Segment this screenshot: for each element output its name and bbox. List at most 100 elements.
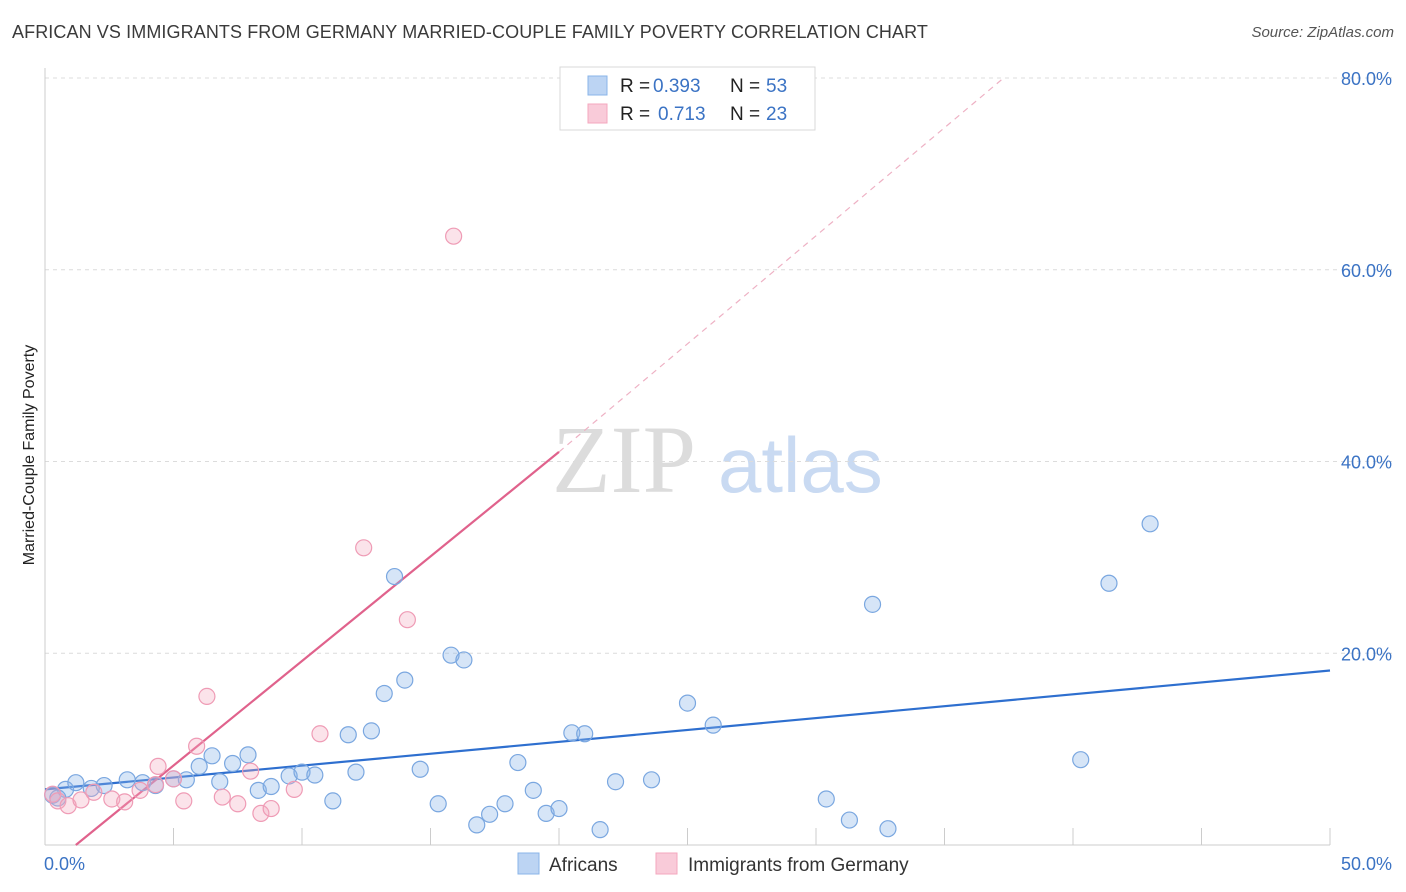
legend-r-label-africans: R =: [620, 76, 650, 97]
x-tick-label-1: 50.0%: [1341, 854, 1392, 874]
trend-line-africans: [44, 669, 1331, 791]
point-africans-38: [563, 724, 581, 742]
point-africans-31: [468, 816, 486, 834]
point-africans-21: [339, 726, 357, 744]
trend-lines: [44, 77, 1331, 846]
stats-legend: R = 0.393 N = 53 R = 0.713 N = 23: [559, 66, 816, 131]
point-africans-43: [678, 694, 697, 712]
bottom-legend-label-germany: Immigrants from Germany: [688, 855, 909, 876]
point-africans-11: [203, 747, 221, 765]
point-africans-44: [704, 716, 722, 734]
point-germany-23: [445, 227, 463, 245]
point-africans-24: [375, 684, 393, 703]
point-africans-28: [429, 795, 447, 813]
point-germany-19: [285, 780, 303, 798]
y-tick-label-2: 60.0%: [1341, 261, 1392, 281]
point-africans-30: [455, 651, 473, 669]
point-germany-15: [229, 795, 247, 813]
point-germany-13: [198, 687, 216, 705]
legend-r-label-germany: R =: [620, 104, 650, 125]
point-africans-32: [481, 805, 499, 823]
point-africans-42: [642, 771, 661, 789]
point-africans-35: [524, 781, 542, 799]
point-germany-17: [252, 804, 270, 822]
point-africans-46: [840, 811, 859, 829]
legend-r-value-germany: 0.713: [658, 104, 706, 125]
legend-n-label-africans: N =: [730, 76, 760, 97]
point-africans-23: [362, 722, 380, 740]
y-tick-label-0: 20.0%: [1341, 644, 1392, 664]
bottom-legend-label-africans: Africans: [549, 855, 618, 876]
legend-n-value-africans: 53: [766, 76, 787, 97]
point-germany-21: [355, 539, 373, 557]
point-africans-37: [550, 799, 568, 818]
point-africans-33: [496, 795, 514, 813]
legend-swatch-africans: [587, 75, 608, 96]
point-africans-13: [224, 754, 242, 773]
y-tick-labels: 20.0% 40.0% 60.0% 80.0%: [1341, 69, 1392, 664]
legend-swatch-germany: [587, 103, 608, 124]
point-germany-1: [49, 792, 67, 810]
point-germany-8: [146, 775, 165, 794]
legend-r-value-africans: 0.393: [653, 76, 701, 97]
point-africans-18: [293, 763, 311, 781]
point-germany-5: [103, 790, 121, 808]
point-germany-9: [149, 757, 167, 775]
point-germany-4: [85, 783, 103, 801]
point-germany-3: [72, 791, 90, 809]
point-africans-34: [509, 753, 527, 772]
bottom-legend-swatch-germany: [655, 852, 678, 875]
point-africans-51: [1141, 515, 1159, 533]
point-africans-41: [606, 773, 625, 791]
point-africans-4: [95, 776, 113, 795]
point-africans-14: [239, 746, 257, 764]
x-tick-labels: 0.0% 50.0%: [44, 854, 1392, 874]
legend-n-value-germany: 23: [766, 104, 787, 125]
point-africans-49: [1072, 751, 1090, 769]
point-africans-36: [537, 804, 555, 822]
legend-n-label-germany: N =: [730, 104, 760, 125]
point-germany-18: [262, 799, 280, 818]
point-africans-19: [306, 766, 324, 784]
watermark-atlas: atlas: [718, 421, 883, 509]
gridlines: [45, 77, 1392, 654]
data-points: [44, 227, 1159, 839]
point-africans-25: [385, 567, 404, 586]
trend-line-germany-extension: [558, 77, 1004, 453]
point-africans-15: [249, 781, 267, 799]
point-germany-16: [242, 762, 260, 780]
point-africans-26: [396, 671, 414, 689]
point-africans-16: [262, 777, 280, 796]
point-africans-22: [347, 763, 365, 781]
point-africans-48: [879, 820, 897, 838]
point-africans-39: [576, 725, 594, 743]
point-germany-22: [398, 611, 416, 629]
point-germany-11: [175, 792, 193, 810]
y-axis-label: Married-Couple Family Poverty: [21, 345, 38, 566]
point-africans-29: [442, 646, 460, 664]
chart-title: AFRICAN VS IMMIGRANTS FROM GERMANY MARRI…: [12, 22, 928, 42]
point-africans-27: [411, 760, 429, 778]
point-germany-20: [311, 725, 329, 743]
source-label: Source: ZipAtlas.com: [1251, 24, 1394, 41]
point-germany-10: [164, 770, 183, 788]
x-tick-label-0: 0.0%: [44, 854, 85, 874]
point-germany-6: [116, 793, 134, 811]
point-africans-9: [177, 771, 195, 789]
point-africans-47: [863, 595, 882, 613]
series-legend: Africans Immigrants from Germany: [517, 852, 909, 876]
y-tick-label-1: 40.0%: [1341, 453, 1392, 473]
point-africans-5: [118, 771, 136, 789]
trend-line-germany: [75, 451, 560, 846]
bottom-legend-swatch-africans: [517, 852, 540, 875]
point-germany-7: [131, 781, 149, 799]
point-germany-14: [213, 788, 231, 806]
y-tick-label-3: 80.0%: [1341, 69, 1392, 89]
point-germany-12: [188, 737, 206, 755]
point-africans-20: [324, 792, 342, 810]
point-africans-40: [591, 821, 609, 839]
point-africans-2: [67, 774, 85, 792]
point-africans-12: [211, 773, 229, 791]
point-africans-50: [1100, 574, 1118, 592]
